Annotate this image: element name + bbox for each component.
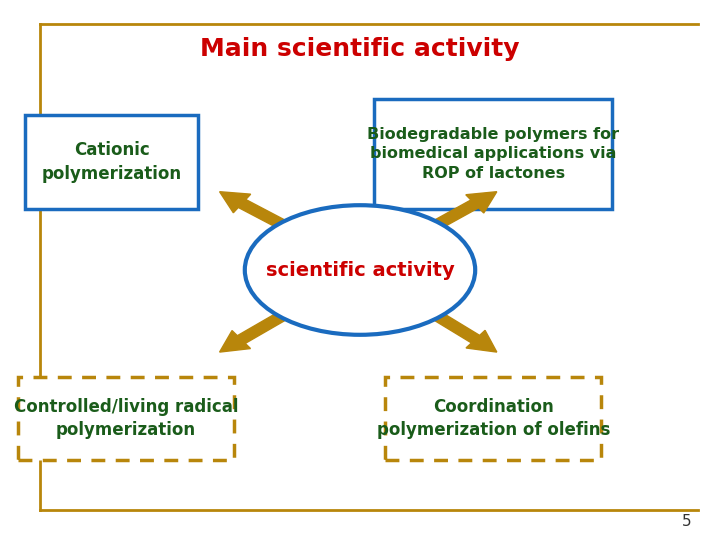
Ellipse shape bbox=[245, 205, 475, 335]
Bar bbox=[385, 377, 601, 460]
Text: scientific activity: scientific activity bbox=[266, 260, 454, 280]
Bar bbox=[18, 377, 234, 460]
FancyArrow shape bbox=[220, 307, 295, 352]
Text: Controlled/living radical
polymerization: Controlled/living radical polymerization bbox=[14, 397, 238, 440]
Bar bbox=[25, 115, 198, 210]
FancyArrow shape bbox=[425, 192, 497, 233]
Text: Coordination
polymerization of olefins: Coordination polymerization of olefins bbox=[377, 397, 610, 440]
Text: 5: 5 bbox=[682, 514, 691, 529]
FancyArrow shape bbox=[220, 192, 295, 233]
FancyArrow shape bbox=[424, 307, 497, 352]
Text: Cationic
polymerization: Cationic polymerization bbox=[42, 141, 181, 183]
Bar bbox=[374, 99, 612, 210]
Text: Main scientific activity: Main scientific activity bbox=[200, 37, 520, 60]
Text: Biodegradable polymers for
biomedical applications via
ROP of lactones: Biodegradable polymers for biomedical ap… bbox=[367, 126, 619, 181]
